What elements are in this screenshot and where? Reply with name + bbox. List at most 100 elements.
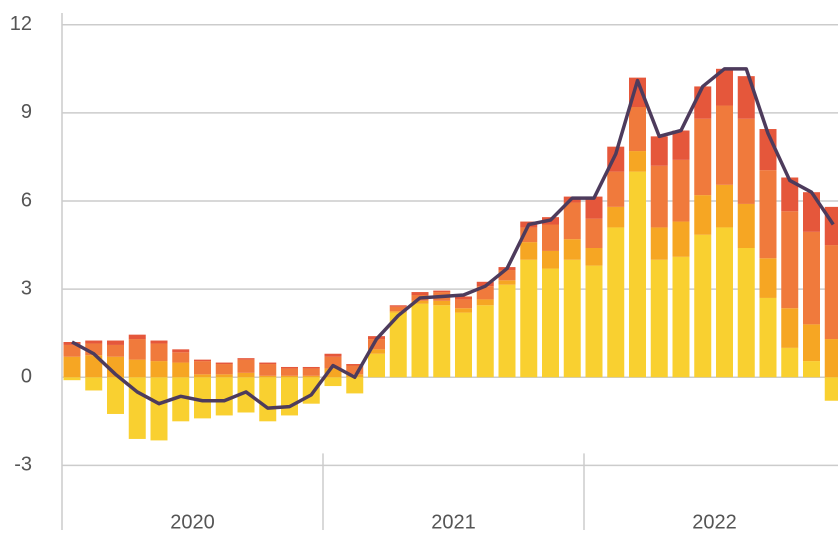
line (71, 67, 835, 410)
bar-segment (411, 303, 429, 378)
bar-segment (63, 356, 81, 378)
bar-segment (694, 118, 712, 196)
bar-segment (389, 311, 407, 313)
bar-segment (629, 151, 646, 172)
bar-segment (194, 359, 211, 362)
bar-segment (215, 364, 233, 375)
bar-segment (63, 377, 81, 381)
bar-segment (563, 202, 581, 240)
bar-segment (607, 206, 625, 228)
bar-segment (107, 340, 124, 345)
bar-segment (63, 344, 81, 357)
bar-segment (803, 231, 820, 325)
bar-segment (128, 359, 146, 378)
bar-segment (737, 248, 755, 378)
bar-segment (585, 196, 603, 219)
x-group-label: 2021 (431, 511, 476, 533)
bar-segment (389, 312, 407, 378)
bar-segment (520, 259, 538, 378)
bar-segment (803, 361, 820, 378)
bar-segment (237, 359, 255, 373)
bar-segment (324, 368, 342, 378)
bar-segment (433, 305, 451, 378)
bar-segment (172, 352, 190, 363)
bar-segment (433, 290, 451, 293)
bar-segment (302, 368, 320, 376)
bar-segment (150, 377, 168, 441)
bar-segment (542, 250, 559, 269)
bar-segment (694, 234, 712, 378)
bar-segment (368, 349, 385, 354)
bar-segment (650, 259, 668, 378)
bar-segment (172, 349, 190, 353)
bar-segment (281, 375, 298, 378)
bar-segment (85, 377, 103, 391)
bar-segment (411, 292, 429, 295)
bar-segment (716, 105, 733, 185)
bar-segment (215, 377, 233, 416)
bar-segment (803, 192, 820, 232)
bar-segment (781, 177, 799, 212)
y-tick-label: 12 (10, 13, 32, 35)
bar-segment (128, 339, 146, 360)
bar-segment (107, 377, 124, 414)
bar-segment (237, 372, 255, 378)
bar-segment (259, 377, 277, 422)
bar-segment (368, 353, 385, 378)
bar-segment (368, 339, 385, 350)
bar-segment (716, 68, 733, 106)
bar-segment (150, 340, 168, 344)
bar-segment (389, 306, 407, 312)
bar-segment (542, 224, 559, 251)
bar-segment (107, 344, 124, 357)
bar-segment (716, 227, 733, 378)
bar-segment (324, 356, 342, 369)
bar-segment (498, 270, 516, 281)
bar-segment (716, 184, 733, 228)
bar-segment (585, 218, 603, 248)
bar-segment (476, 305, 494, 378)
bar-segment (85, 343, 103, 356)
bar-segment (194, 361, 211, 375)
bar-segment (650, 227, 668, 260)
bar-segment (585, 248, 603, 266)
bar-segment (194, 377, 211, 419)
bar-segment (672, 130, 690, 160)
bar-segment (781, 211, 799, 309)
bar-segment (585, 265, 603, 378)
bar-segment (259, 364, 277, 376)
bar-segment (172, 377, 190, 422)
bar-segment (629, 107, 646, 152)
bar-segment (215, 374, 233, 378)
bar-segment (824, 377, 838, 401)
bar-segment (259, 375, 277, 378)
bar-segment (824, 339, 838, 378)
y-tick-label: 0 (21, 366, 32, 388)
bar-segment (150, 343, 168, 362)
bar-segment (563, 259, 581, 378)
bar-segment (346, 364, 364, 366)
bar-segment (607, 171, 625, 207)
bar-segment (803, 324, 820, 362)
bar-segment (737, 118, 755, 204)
bar-segment (629, 171, 646, 378)
bar-segment (650, 165, 668, 228)
bar-segment (607, 227, 625, 378)
bar-segment (281, 377, 298, 416)
bar-segment (389, 305, 407, 307)
bar-segment (563, 239, 581, 260)
bar-segment (281, 366, 298, 369)
bar-segment (672, 221, 690, 257)
bar-segment (455, 296, 472, 300)
bar-segment (172, 362, 190, 378)
bar-segment (346, 377, 364, 394)
bar-segment (324, 377, 342, 387)
bar-segment (498, 284, 516, 378)
bar-segment (455, 308, 472, 313)
bar-segment (302, 375, 320, 378)
y-tick-label: 6 (21, 189, 32, 211)
bar-segment (542, 268, 559, 378)
bar-segment (215, 362, 233, 365)
bar-segment (194, 374, 211, 378)
